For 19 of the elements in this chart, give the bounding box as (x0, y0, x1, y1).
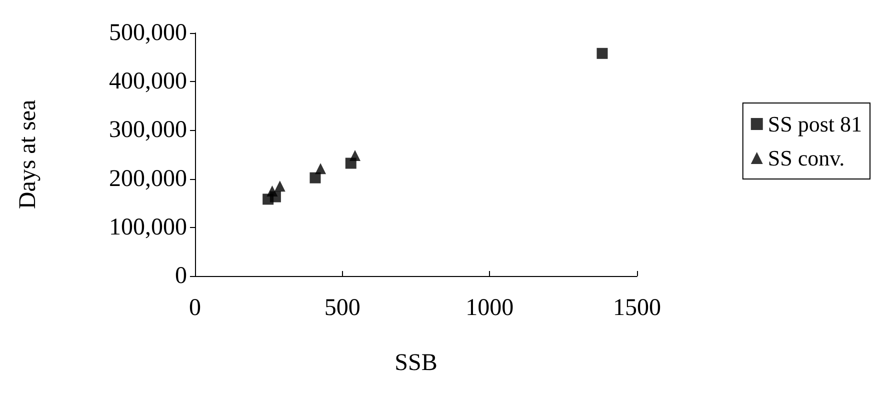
x-tick-label: 1500 (613, 295, 661, 321)
y-tick-label: 300,000 (109, 117, 187, 144)
point (274, 180, 286, 192)
point (310, 172, 321, 184)
legend-label: SS post 81 (768, 112, 862, 136)
point (266, 185, 278, 196)
x-tick-label: 500 (324, 295, 360, 321)
x-tick-label: 1000 (466, 295, 514, 321)
x-axis-title: SSB (394, 350, 438, 376)
point (315, 163, 326, 174)
y-tick-label: 200,000 (109, 166, 187, 192)
y-tick-label: 100,000 (109, 214, 187, 240)
point (596, 48, 608, 59)
point (350, 150, 361, 161)
legend-label: SS conv. (768, 146, 845, 170)
y-axis-title: Days at sea (15, 100, 41, 210)
y-tick-label: 0 (175, 263, 187, 289)
y-tick-label: 500,000 (109, 20, 187, 46)
y-tick-label: 400,000 (109, 68, 187, 95)
